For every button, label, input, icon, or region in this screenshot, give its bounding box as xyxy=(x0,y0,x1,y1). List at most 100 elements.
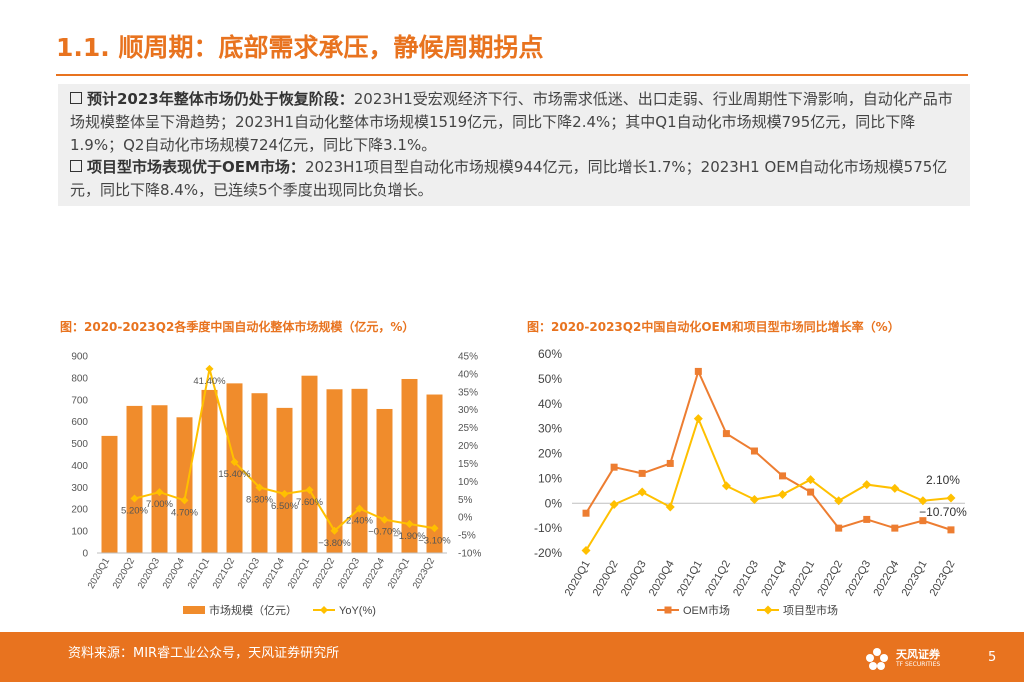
chart2-oem-marker xyxy=(638,469,646,477)
checkbox-bullet-icon xyxy=(70,92,82,104)
chart2-oem-line xyxy=(585,368,952,531)
chart1-yoy-label: 6.50% xyxy=(271,501,298,512)
chart1-category-label: 2023Q2 xyxy=(411,556,437,591)
chart1-category-label: 2022Q2 xyxy=(311,556,337,591)
chart1-category-label: 2020Q3 xyxy=(136,556,162,591)
chart1-yoy-marker xyxy=(255,483,264,492)
chart1-yoy-label: 7.60% xyxy=(296,497,323,508)
chart1-yoy-marker xyxy=(405,519,414,528)
chart2-y-tick: 50% xyxy=(538,372,562,386)
summary-paragraph-1: 预计2023年整体市场仍处于恢复阶段：2023H1受宏观经济下行、市场需求低迷、… xyxy=(70,88,963,157)
chart1-bar xyxy=(401,378,418,553)
chart1-right-tick: 30% xyxy=(458,405,478,416)
chart2-oem-marker xyxy=(582,509,590,517)
chart1-bar xyxy=(351,388,368,553)
chart2-oem-marker xyxy=(919,517,927,525)
chart2-y-tick: -10% xyxy=(534,521,562,535)
chart1-category-label: 2022Q4 xyxy=(361,556,387,591)
chart2-project-marker xyxy=(890,483,900,493)
chart1-category-label: 2022Q3 xyxy=(336,556,362,591)
chart1-right-tick: 25% xyxy=(458,423,478,434)
chart1-yoy-marker xyxy=(380,515,389,524)
chart2-oem-marker xyxy=(694,367,702,375)
chart1-right-tick: 5% xyxy=(458,495,473,506)
chart2-category-label: 2021Q3 xyxy=(731,559,761,599)
chart1-yoy-marker xyxy=(180,496,189,505)
chart1-left-tick: 100 xyxy=(71,527,88,538)
chart2-project-marker xyxy=(581,546,591,556)
chart1-yoy-marker xyxy=(355,504,364,513)
chart1-left-tick: 600 xyxy=(71,417,88,428)
chart2-project-marker xyxy=(778,490,788,500)
summary-lead-1: 预计2023年整体市场仍处于恢复阶段： xyxy=(87,90,354,108)
chart1-category-label: 2021Q1 xyxy=(186,556,212,591)
chart2-category-label: 2020Q3 xyxy=(619,559,649,599)
chart1-right-tick: 15% xyxy=(458,459,478,470)
chart2-y-tick: -20% xyxy=(534,546,562,560)
chart1-yoy-marker xyxy=(430,524,439,533)
chart2-project-marker xyxy=(946,493,956,503)
brand-name: 天风证券 xyxy=(896,648,940,661)
chart2-category-label: 2022Q3 xyxy=(843,559,873,599)
summary-lead-2: 项目型市场表现优于OEM市场： xyxy=(87,158,305,176)
chart2-oem-marker xyxy=(750,447,758,455)
chart1-right-tick: 35% xyxy=(458,387,478,398)
chart1-category-label: 2021Q3 xyxy=(236,556,262,591)
chart2-category-label: 2022Q1 xyxy=(787,559,817,599)
chart2-annotation: 2.10% xyxy=(926,473,960,487)
chart2-category-label: 2020Q1 xyxy=(563,559,593,599)
chart1-yoy-marker xyxy=(155,488,164,497)
chart2-y-tick: 60% xyxy=(538,347,562,361)
chart2-oem-marker xyxy=(807,488,815,496)
summary-text-2: 2023H1项目型自动化市场规模944亿元，同比增长1.7%；2023H1 OE… xyxy=(70,158,948,199)
chart1-left-tick: 900 xyxy=(71,352,88,363)
chart2-project-marker xyxy=(637,487,647,497)
chart1-yoy-marker xyxy=(230,458,239,467)
chart1-right-tick: 0% xyxy=(458,513,473,524)
chart1-legend-bar-label: 市场规模（亿元） xyxy=(209,603,297,617)
chart1-left-tick: 300 xyxy=(71,483,88,494)
chart2-y-tick: 20% xyxy=(538,447,562,461)
chart1-left-tick: 800 xyxy=(71,373,88,384)
chart1-category-label: 2020Q2 xyxy=(111,556,137,591)
chart1-bar xyxy=(426,394,443,553)
chart1-legend-bar-swatch xyxy=(183,606,205,614)
chart2-legend-oem-label: OEM市场 xyxy=(683,603,730,617)
chart1-left-tick: 500 xyxy=(71,439,88,450)
chart2-oem-marker xyxy=(610,463,618,471)
chart1-yoy-marker xyxy=(305,485,314,494)
chart2-project-marker xyxy=(834,496,844,506)
chart2-category-label: 2022Q2 xyxy=(815,559,845,599)
chart2-legend-project-label: 项目型市场 xyxy=(783,603,838,617)
chart2-category-label: 2021Q2 xyxy=(703,559,733,599)
chart2-oem-marker xyxy=(779,472,787,480)
chart2-y-tick: 40% xyxy=(538,397,562,411)
chart1-bar xyxy=(151,405,168,553)
chart2-project-marker xyxy=(665,502,675,512)
chart2-oem-marker xyxy=(891,524,899,532)
chart2-annotation: −10.70% xyxy=(919,505,967,519)
chart2-oem-marker xyxy=(947,526,955,534)
chart2-project-marker xyxy=(862,480,872,490)
chart2-project-marker xyxy=(806,475,816,485)
chart2-category-label: 2023Q1 xyxy=(900,559,930,599)
chart1-yoy-marker xyxy=(130,494,139,503)
chart1-left-tick: 400 xyxy=(71,461,88,472)
chart2-y-tick: 0% xyxy=(545,496,563,510)
checkbox-bullet-icon xyxy=(70,160,82,172)
chart1-yoy-marker xyxy=(330,526,339,535)
chart2-legend-project-marker xyxy=(763,605,773,615)
chart1-yoy-label: 7.00% xyxy=(146,499,173,510)
chart1-yoy-label: 2.40% xyxy=(346,516,373,527)
chart1-bar xyxy=(251,393,268,553)
chart1-bar xyxy=(276,407,293,553)
chart1-right-tick: 45% xyxy=(458,352,478,363)
chart2-oem-marker xyxy=(722,430,730,438)
footer-bar: 资料来源：MIR睿工业公众号，天风证券研究所 天风证券 TF SECURITIE… xyxy=(0,632,1024,682)
page-title: 1.1. 顺周期：底部需求承压，静候周期拐点 xyxy=(56,33,544,62)
charts-canvas: 0 100 200 300 400 500 600 700 800 900 -10% -5% 0% 5% 1… xyxy=(71,347,967,617)
chart2-category-label: 2020Q2 xyxy=(591,559,621,599)
chart2-project-marker xyxy=(721,481,731,491)
chart1-yoy-label: −1.90% xyxy=(393,531,426,542)
chart2-title: 图：2020-2023Q2中国自动化OEM和项目型市场同比增长率（%） xyxy=(527,320,900,334)
